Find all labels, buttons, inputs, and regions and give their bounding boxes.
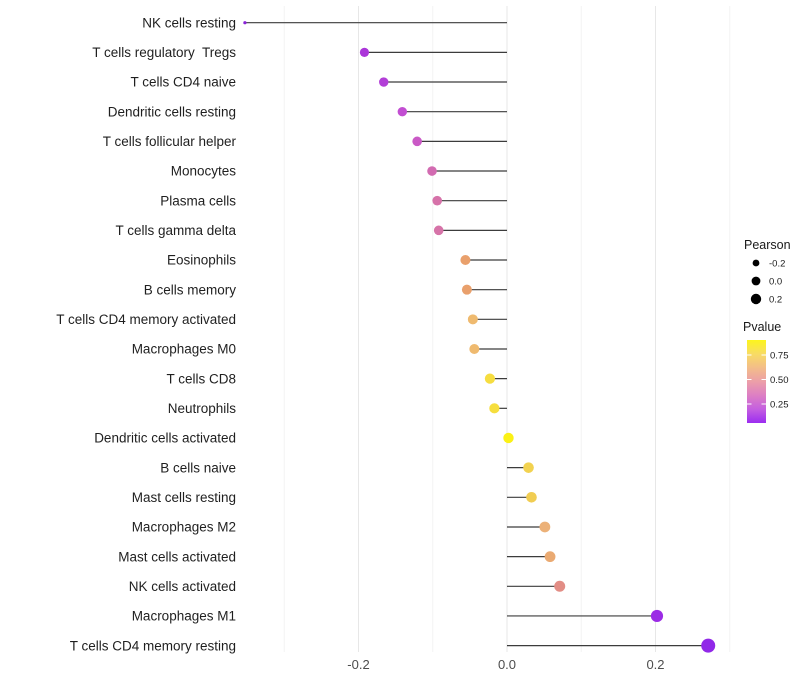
y-axis-label: T cells CD4 naive — [130, 75, 236, 90]
y-axis-label: Plasma cells — [160, 193, 236, 208]
y-axis-label: Mast cells resting — [132, 490, 236, 505]
lollipop-dot — [701, 638, 716, 653]
lollipop-dot — [489, 403, 500, 414]
y-axis-label: Eosinophils — [167, 253, 236, 268]
pearson-size-key-dot — [752, 259, 760, 267]
pearson-size-key-dot — [751, 276, 761, 286]
lollipop-dot — [526, 492, 537, 503]
y-axis-label: Monocytes — [171, 164, 237, 179]
lollipop-dot — [427, 166, 437, 176]
lollipop-dot — [412, 136, 422, 147]
lollipop-dot — [460, 255, 471, 266]
lollipop-dot — [467, 314, 478, 325]
lollipop-dot — [554, 580, 566, 592]
y-axis-label: Macrophages M2 — [132, 520, 236, 535]
pearson-size-key-label: 0.2 — [769, 294, 782, 305]
y-axis-label: T cells gamma delta — [115, 223, 236, 238]
lollipop-rows: NK cells resting T cells regulatory Tregs… — [56, 15, 716, 653]
x-axis-tick-label: 0.0 — [498, 657, 516, 672]
lollipop-dot — [397, 106, 408, 117]
x-axis-tick-label: 0.2 — [646, 657, 664, 672]
y-axis-label: Neutrophils — [168, 401, 237, 416]
y-axis-label: NK cells resting — [142, 15, 236, 30]
pearson-size-keys: -0.2 0.0 0.2 — [750, 258, 785, 305]
x-axis-tick-label: -0.2 — [347, 657, 369, 672]
lollipop-dot — [503, 432, 514, 444]
pearson-legend-title: Pearson — [744, 238, 791, 252]
legend: Pearson -0.2 0.0 0.2 Pvalue 0.75 0.50 0.25 — [743, 238, 791, 423]
lollipop-dot — [243, 21, 247, 25]
pvalue-legend-title: Pvalue — [743, 320, 781, 334]
gridlines — [283, 6, 731, 652]
lollipop-dot — [544, 551, 556, 563]
y-axis-label: T cells follicular helper — [103, 134, 237, 149]
lollipop-dot — [523, 462, 534, 473]
y-axis-label: Mast cells activated — [118, 549, 236, 564]
lollipop-dot — [379, 77, 389, 87]
pvalue-gradient-ticks: 0.75 0.50 0.25 — [747, 350, 789, 410]
lollipop-dot — [433, 225, 444, 236]
y-axis-label: T cells CD4 memory activated — [56, 312, 236, 327]
y-axis-label: T cells regulatory Tregs — [92, 45, 236, 60]
y-axis-label: Dendritic cells resting — [108, 104, 236, 119]
y-axis-label: Macrophages M1 — [132, 609, 236, 624]
y-axis-label: T cells CD8 — [166, 371, 236, 386]
pvalue-gradient-bar — [747, 340, 766, 423]
lollipop-dot — [432, 195, 443, 206]
lollipop-dot — [469, 343, 480, 354]
pearson-size-key-label: 0.0 — [769, 276, 782, 287]
lollipop-dot — [650, 609, 664, 623]
pvalue-tick-label: 0.25 — [770, 399, 789, 410]
pvalue-tick-label: 0.75 — [770, 350, 789, 361]
y-axis-label: B cells memory — [144, 282, 237, 297]
lollipop-dot — [539, 521, 551, 533]
y-axis-label: T cells CD4 memory resting — [70, 638, 236, 653]
pearson-size-key-label: -0.2 — [769, 258, 785, 269]
pearson-size-key-dot — [750, 293, 762, 305]
y-axis-label: B cells naive — [160, 460, 236, 475]
y-axis-label: Macrophages M0 — [132, 342, 236, 357]
lollipop-dot — [359, 47, 370, 57]
pvalue-tick-label: 0.50 — [770, 375, 789, 386]
lollipop-dot — [484, 373, 496, 384]
y-axis-label: Dendritic cells activated — [94, 431, 236, 446]
lollipop-dot — [461, 284, 472, 295]
x-axis: -0.2 0.0 0.2 — [347, 657, 664, 672]
y-axis-label: NK cells activated — [129, 579, 236, 594]
